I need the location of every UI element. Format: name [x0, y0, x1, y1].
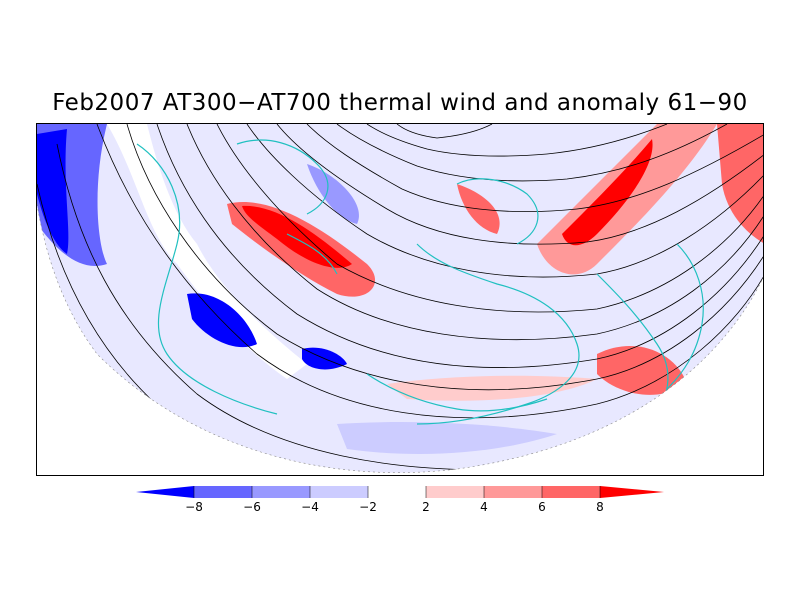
colorbar-seg-neg3: [194, 486, 252, 498]
colorbar-tick-label: 2: [422, 500, 430, 514]
colorbar: [136, 486, 664, 498]
colorbar-tick-label: 8: [596, 500, 604, 514]
colorbar-tick-label: −8: [185, 500, 203, 514]
anomaly-field: [37, 124, 763, 473]
colorbar-tick-label: −2: [359, 500, 377, 514]
colorbar-seg-pos1: [426, 486, 484, 498]
hemisphere-boundary: [37, 203, 763, 473]
colorbar-tick-label: 4: [480, 500, 488, 514]
blue-anomaly-upper: [307, 164, 359, 224]
colorbar-tick-label: 6: [538, 500, 546, 514]
blue-anomaly-lower: [337, 422, 557, 454]
white-band-west: [107, 124, 307, 379]
colorbar-tick-label: −6: [243, 500, 261, 514]
pink-band-south: [387, 375, 597, 401]
colorbar-seg-neg2: [252, 486, 310, 498]
coastlines: [136, 139, 704, 425]
blue-anomaly-mid: [187, 293, 257, 348]
colorbar-seg-neg1: [310, 486, 368, 498]
blue-anomaly-left-core: [37, 129, 69, 254]
projection-plot: [37, 124, 763, 473]
colorbar-seg-pos2: [484, 486, 542, 498]
map-panel: [36, 123, 764, 476]
colorbar-arrow-right: [600, 486, 664, 498]
streamlines: [37, 124, 763, 473]
map-title: Feb2007 AT300−AT700 thermal wind and ano…: [52, 90, 748, 116]
red-anomaly-central-core: [242, 205, 352, 268]
colorbar-tick-label: −4: [301, 500, 319, 514]
colorbar-seg-neutral: [368, 486, 426, 498]
colorbar-seg-pos3: [542, 486, 600, 498]
colorbar-arrow-left: [136, 486, 194, 498]
red-anomaly-east-core: [562, 139, 653, 246]
